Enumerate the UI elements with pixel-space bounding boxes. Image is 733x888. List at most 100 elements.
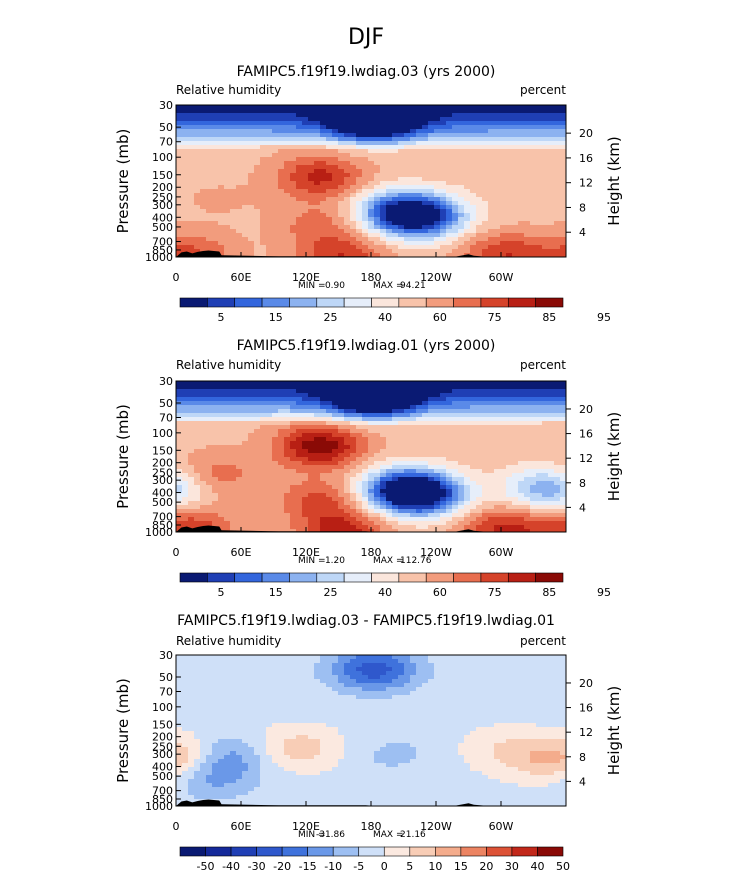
contour-field bbox=[176, 105, 566, 257]
stats-min-label: MIN = bbox=[298, 830, 326, 840]
colorbar: 5 15 25 40 60 75 85 95 bbox=[179, 297, 611, 324]
figure-title: DJF bbox=[348, 25, 384, 50]
colorbar-label: 95 bbox=[597, 311, 611, 324]
y2-axis-title: Height (km) bbox=[605, 136, 623, 225]
stats-min-label: MIN = bbox=[298, 281, 326, 291]
colorbar-label: 85 bbox=[542, 586, 556, 599]
colorbar-swatch bbox=[480, 297, 509, 308]
y2-tick-label: 4 bbox=[579, 226, 586, 239]
y-tick-label: 400 bbox=[152, 487, 173, 500]
y-tick-label: 30 bbox=[159, 99, 173, 112]
y-tick-label: 700 bbox=[152, 785, 173, 798]
colorbar-swatch bbox=[409, 846, 436, 857]
chart-title: FAMIPC5.f19f19.lwdiag.03 - FAMIPC5.f19f1… bbox=[177, 613, 555, 629]
y-tick-label: 400 bbox=[152, 211, 173, 224]
y-tick-label: 700 bbox=[152, 236, 173, 249]
y-axis-title: Pressure (mb) bbox=[114, 404, 132, 509]
colorbar-swatch bbox=[234, 572, 263, 583]
x-tick-label: 0 bbox=[173, 546, 180, 559]
contour-field bbox=[176, 381, 566, 532]
y-tick-label: 50 bbox=[159, 121, 173, 134]
colorbar-swatch bbox=[234, 297, 263, 308]
stats-max-value: 94.21 bbox=[400, 281, 426, 291]
colorbar-swatch bbox=[425, 572, 454, 583]
colorbar-swatch bbox=[230, 846, 257, 857]
colorbar-swatch bbox=[507, 572, 536, 583]
y2-tick-label: 12 bbox=[579, 177, 593, 190]
colorbar-label: 60 bbox=[433, 586, 447, 599]
y-tick-label: 30 bbox=[159, 649, 173, 662]
y-tick-label: 250 bbox=[152, 466, 173, 479]
colorbar-label: -30 bbox=[248, 860, 266, 873]
colorbar-swatch bbox=[383, 846, 411, 857]
y-tick-label: 70 bbox=[159, 411, 173, 424]
y-axis-title: Pressure (mb) bbox=[114, 678, 132, 783]
stats-max-label: MAX = bbox=[373, 830, 404, 840]
x-tick-label: 180 bbox=[361, 271, 382, 284]
colorbar-label: 50 bbox=[556, 860, 570, 873]
y2-tick-label: 12 bbox=[579, 452, 593, 465]
y2-tick-label: 4 bbox=[579, 775, 586, 788]
x-tick-label: 180 bbox=[361, 820, 382, 833]
x-tick-label: 120E bbox=[292, 820, 320, 833]
x-tick-label: 60W bbox=[489, 820, 514, 833]
colorbar-swatch bbox=[207, 297, 236, 308]
units-label: percent bbox=[520, 358, 566, 372]
x-tick-label: 180 bbox=[361, 546, 382, 559]
y-tick-label: 150 bbox=[152, 718, 173, 731]
colorbar: -50 -40 -30 -20 -15 -10 -5 0 5 10 15 20 30 40 50 bbox=[179, 846, 570, 873]
y-tick-label: 150 bbox=[152, 169, 173, 182]
colorbar-swatch bbox=[316, 572, 345, 583]
colorbar-swatch bbox=[398, 572, 427, 583]
y2-tick-label: 16 bbox=[579, 702, 593, 715]
y-tick-label: 850 bbox=[152, 244, 173, 257]
colorbar-label: 60 bbox=[433, 311, 447, 324]
colorbar-swatch bbox=[307, 846, 334, 857]
colorbar-label: 5 bbox=[218, 311, 225, 324]
chart-panel-3: FAMIPC5.f19f19.lwdiag.03 - FAMIPC5.f19f1… bbox=[114, 613, 623, 873]
colorbar-label: 40 bbox=[378, 586, 392, 599]
colorbar-label: 10 bbox=[428, 860, 442, 873]
colorbar-swatch bbox=[332, 846, 360, 857]
chart-panel-2: FAMIPC5.f19f19.lwdiag.01 (yrs 2000) Relat… bbox=[114, 338, 623, 599]
y-tick-label: 100 bbox=[152, 701, 173, 714]
colorbar-swatch bbox=[207, 572, 236, 583]
y2-tick-label: 20 bbox=[579, 677, 593, 690]
y2-tick-label: 8 bbox=[579, 477, 586, 490]
x-tick-label: 120W bbox=[420, 820, 452, 833]
y-tick-label: 250 bbox=[152, 191, 173, 204]
colorbar-label: -5 bbox=[353, 860, 364, 873]
variable-label: Relative humidity bbox=[176, 358, 281, 372]
x-tick-label: 60E bbox=[231, 820, 252, 833]
y2-axis-title: Height (km) bbox=[605, 686, 623, 775]
units-label: percent bbox=[520, 83, 566, 97]
y-tick-label: 200 bbox=[152, 181, 173, 194]
units-label: percent bbox=[520, 634, 566, 648]
y-tick-label: 50 bbox=[159, 397, 173, 410]
x-tick-label: 0 bbox=[173, 271, 180, 284]
y-tick-label: 50 bbox=[159, 671, 173, 684]
stats-min-label: MIN = bbox=[298, 556, 326, 566]
colorbar-label: 40 bbox=[530, 860, 544, 873]
topography bbox=[176, 525, 485, 532]
y-tick-label: 1000 bbox=[145, 526, 173, 539]
colorbar-swatch bbox=[435, 846, 462, 857]
colorbar-label: 25 bbox=[323, 586, 337, 599]
y-tick-label: 1000 bbox=[145, 800, 173, 813]
y-tick-label: 150 bbox=[152, 444, 173, 457]
y-axis-title: Pressure (mb) bbox=[114, 129, 132, 234]
y-tick-label: 400 bbox=[152, 761, 173, 774]
y2-tick-label: 16 bbox=[579, 152, 593, 165]
x-tick-label: 120E bbox=[292, 271, 320, 284]
colorbar-swatch bbox=[453, 572, 482, 583]
stats-min-value: -31.86 bbox=[316, 830, 345, 840]
y2-tick-label: 20 bbox=[579, 403, 593, 416]
y-tick-label: 700 bbox=[152, 511, 173, 524]
colorbar-label: 30 bbox=[505, 860, 519, 873]
colorbar-swatch bbox=[486, 846, 513, 857]
colorbar-label: 0 bbox=[381, 860, 388, 873]
chart-panel-1: FAMIPC5.f19f19.lwdiag.03 (yrs 2000) Relat… bbox=[114, 64, 623, 324]
x-tick-label: 60E bbox=[231, 546, 252, 559]
colorbar: 5 15 25 40 60 75 85 95 bbox=[179, 572, 611, 599]
colorbar-swatch bbox=[507, 297, 536, 308]
